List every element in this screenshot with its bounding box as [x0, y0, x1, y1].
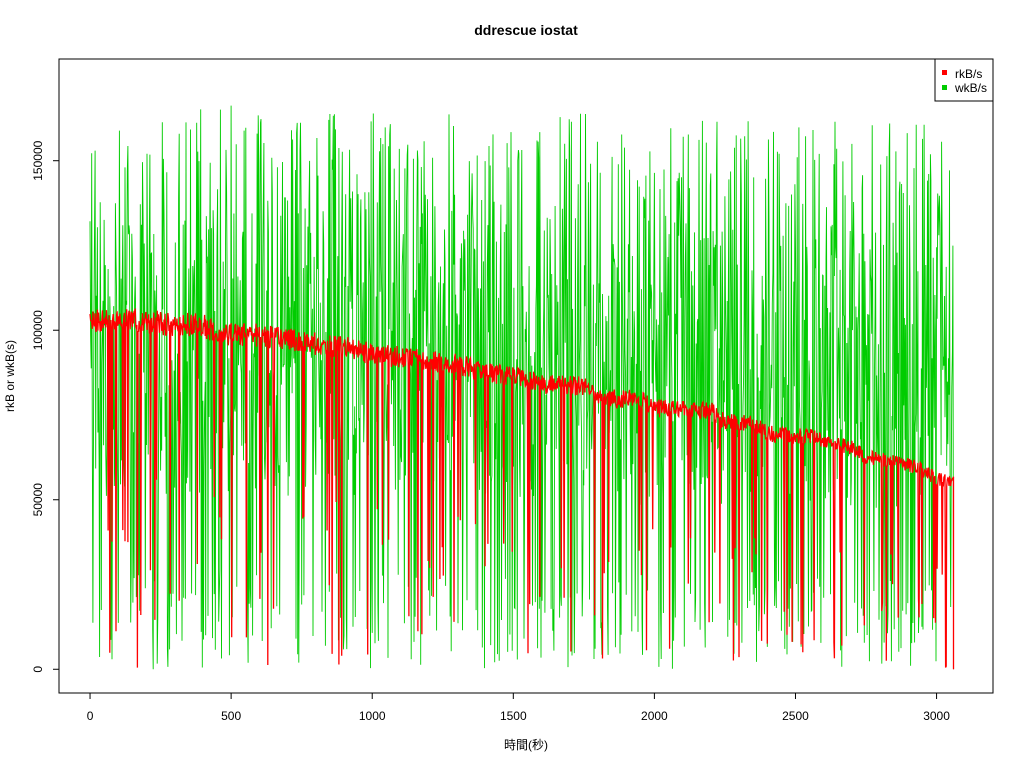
chart-title: ddrescue iostat — [474, 22, 578, 38]
legend-label-rkb: rkB/s — [955, 67, 982, 81]
x-tick-label: 2000 — [641, 709, 668, 723]
legend-label-wkb: wkB/s — [954, 81, 987, 95]
x-tick-label: 0 — [87, 709, 94, 723]
legend: rkB/s wkB/s — [934, 58, 994, 102]
y-tick-label: 150000 — [31, 140, 45, 180]
series-layer — [89, 105, 955, 670]
x-axis-label: 時間(秒) — [504, 738, 548, 752]
legend-swatch-rkb — [942, 70, 947, 75]
x-tick-label: 3000 — [923, 709, 950, 723]
x-tick-label: 2500 — [782, 709, 809, 723]
series-wkb-line — [89, 105, 954, 670]
x-tick-label: 500 — [221, 709, 241, 723]
y-tick-label: 50000 — [31, 483, 45, 517]
y-tick-label: 100000 — [31, 310, 45, 350]
y-axis: 0 50000 100000 150000 — [31, 140, 60, 673]
x-axis: 0 500 1000 1500 2000 2500 3000 — [87, 692, 950, 723]
legend-swatch-wkb — [942, 85, 947, 90]
series-rkb-line — [89, 308, 955, 670]
y-axis-label: rkB or wkB(s) — [3, 340, 17, 412]
x-tick-label: 1500 — [500, 709, 527, 723]
x-tick-label: 1000 — [359, 709, 386, 723]
legend-box — [934, 58, 994, 102]
y-tick-label: 0 — [31, 666, 45, 673]
